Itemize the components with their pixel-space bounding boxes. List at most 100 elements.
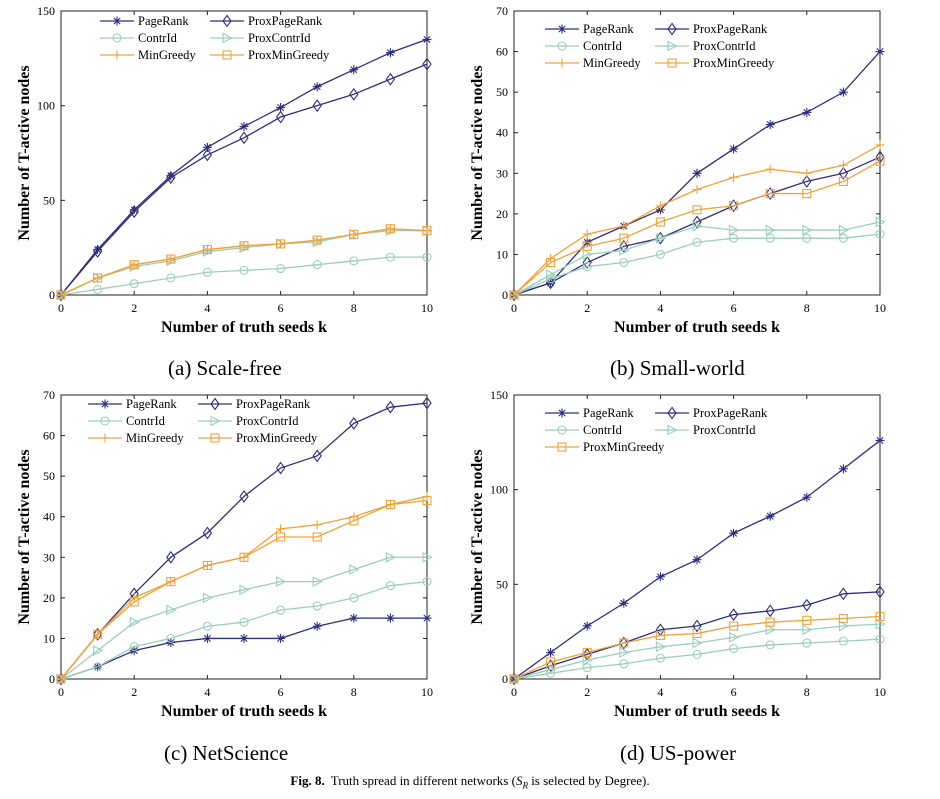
data-point xyxy=(619,221,629,231)
data-point xyxy=(802,174,812,188)
y-tick-label: 20 xyxy=(496,207,508,221)
data-point xyxy=(655,201,665,211)
legend-marker xyxy=(100,433,110,443)
data-point xyxy=(765,640,775,650)
series-proxpagerank xyxy=(509,585,885,686)
data-point xyxy=(582,229,592,239)
data-point xyxy=(545,276,556,290)
data-point xyxy=(385,48,395,58)
series-line xyxy=(513,623,881,680)
x-tick-label: 8 xyxy=(351,685,357,699)
data-point xyxy=(56,674,66,684)
legend-item: MinGreedy xyxy=(545,56,641,70)
x-tick-label: 0 xyxy=(511,685,517,699)
data-point xyxy=(92,245,103,258)
data-point xyxy=(765,617,775,627)
data-point xyxy=(875,156,885,166)
data-point xyxy=(349,256,359,266)
data-point xyxy=(166,171,176,181)
legend-marker xyxy=(557,58,567,68)
data-point xyxy=(838,587,849,601)
x-tick-label: 0 xyxy=(58,301,64,315)
x-tick-label: 10 xyxy=(874,301,886,315)
data-point xyxy=(729,201,739,211)
data-point xyxy=(422,551,433,563)
x-tick-label: 4 xyxy=(204,685,210,699)
data-point xyxy=(875,618,886,630)
subcaption-c: (c) NetScience xyxy=(164,741,289,765)
x-tick-label: 6 xyxy=(278,301,284,315)
subcaption-b: (b) Small-world xyxy=(610,356,745,380)
y-tick-label: 0 xyxy=(502,288,508,302)
data-point xyxy=(509,674,519,684)
y-tick-label: 10 xyxy=(496,247,508,261)
legend-label: PageRank xyxy=(583,406,634,420)
data-point xyxy=(728,608,739,622)
data-point xyxy=(385,400,396,414)
data-point xyxy=(692,619,702,633)
plot-frame xyxy=(60,394,428,680)
caption-var: S xyxy=(515,773,523,788)
data-point xyxy=(546,664,557,675)
y-tick-label: 10 xyxy=(43,631,55,645)
caption-prefix: Truth spread in different networks ( xyxy=(330,773,516,788)
data-point xyxy=(385,499,395,510)
legend-item: ProxContrId xyxy=(198,414,299,428)
data-point xyxy=(129,641,139,652)
data-point xyxy=(349,564,360,575)
series-line xyxy=(513,591,881,680)
legend-item: ProxMinGreedy xyxy=(655,56,775,70)
data-point xyxy=(729,224,740,236)
series-line xyxy=(60,499,428,680)
legend-label: PageRank xyxy=(138,14,189,28)
series-line xyxy=(60,556,427,680)
legend-label: ContrId xyxy=(583,39,623,53)
data-point xyxy=(422,613,432,623)
data-point xyxy=(202,592,214,604)
legend-marker xyxy=(112,50,122,60)
series-line xyxy=(60,256,427,296)
data-point xyxy=(765,224,776,236)
data-point xyxy=(349,87,359,101)
data-point xyxy=(875,150,885,164)
data-point xyxy=(129,205,139,219)
legend-item: ContrId xyxy=(545,423,623,437)
y-axis-label: Number of T-active nodes xyxy=(16,449,33,624)
legend-item: PageRank xyxy=(545,22,634,36)
data-point xyxy=(729,233,739,243)
legend-label: MinGreedy xyxy=(138,48,196,62)
data-point xyxy=(349,229,359,239)
legend-label: ProxContrId xyxy=(236,414,299,428)
data-point xyxy=(166,254,176,264)
plot-frame xyxy=(513,394,881,680)
data-point xyxy=(239,241,249,251)
series-line xyxy=(513,156,881,296)
series-line xyxy=(60,228,428,296)
data-point xyxy=(312,532,322,542)
data-point xyxy=(582,621,592,631)
data-point xyxy=(239,489,249,503)
legend-marker xyxy=(667,40,678,52)
y-tick-label: 70 xyxy=(43,388,55,402)
data-point xyxy=(93,273,103,283)
legend-label: ProxContrId xyxy=(248,31,311,45)
data-point xyxy=(129,279,139,289)
data-point xyxy=(312,520,322,530)
data-point xyxy=(422,226,432,236)
y-tick-label: 30 xyxy=(43,550,55,564)
data-point xyxy=(765,233,775,243)
data-point xyxy=(166,633,176,643)
legend-label: ContrId xyxy=(126,414,166,428)
data-point xyxy=(655,249,665,259)
data-point xyxy=(239,265,249,275)
x-tick-label: 10 xyxy=(874,685,886,699)
y-tick-label: 60 xyxy=(496,45,508,59)
data-point xyxy=(765,604,775,618)
data-point xyxy=(802,492,812,502)
data-point xyxy=(349,613,359,623)
data-point xyxy=(729,631,740,643)
legend-item: PageRank xyxy=(88,397,177,411)
data-point xyxy=(875,229,885,239)
data-point xyxy=(802,638,812,648)
